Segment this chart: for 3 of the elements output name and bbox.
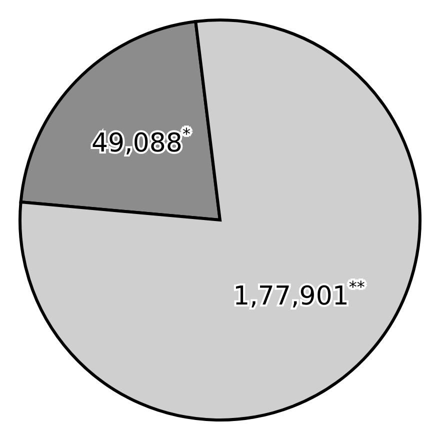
data-label: 1,77,901$^{**}$	[233, 278, 365, 312]
pie-slice	[18, 18, 422, 422]
data-label: 49,088$^{*}$	[91, 124, 190, 158]
